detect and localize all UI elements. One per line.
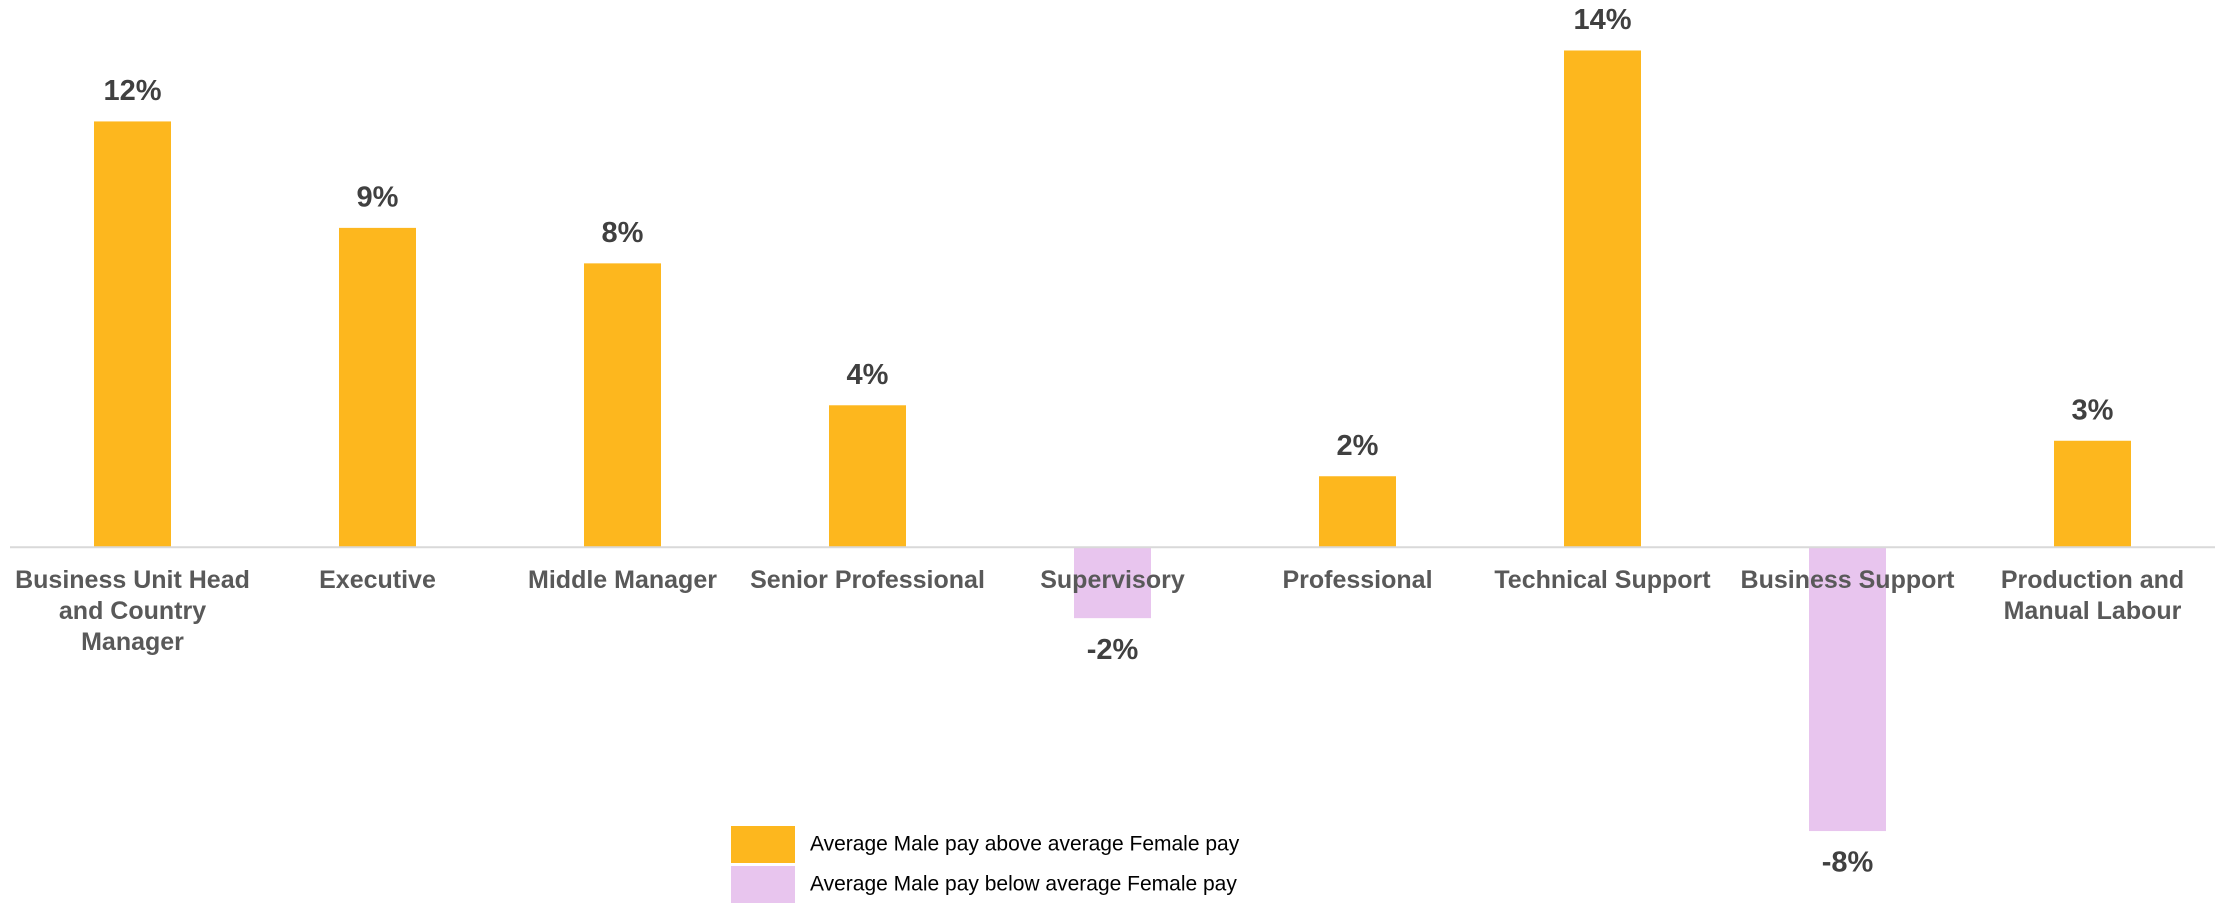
bar: [1074, 547, 1151, 619]
x-tick-label: Senior Professional: [750, 566, 985, 595]
bar: [2054, 440, 2131, 548]
x-tick-label: Supervisory: [1040, 566, 1185, 595]
legend-label: Average Male pay below average Female pa…: [810, 873, 1237, 896]
data-label: -2%: [1087, 634, 1139, 666]
data-label: -8%: [1822, 847, 1874, 879]
data-label: 4%: [847, 359, 889, 391]
x-tick-label: Executive: [319, 566, 436, 595]
bar: [339, 227, 416, 548]
bar: [1809, 547, 1886, 832]
data-label: 12%: [103, 75, 161, 107]
bar: [584, 263, 661, 548]
x-tick-label: Professional: [1282, 566, 1433, 595]
bar: [829, 405, 906, 548]
legend-label: Average Male pay above average Female pa…: [810, 833, 1240, 856]
x-tick-label: Technical Support: [1494, 566, 1711, 595]
data-label: 14%: [1573, 4, 1631, 36]
bar: [94, 121, 171, 548]
x-tick-label: Middle Manager: [528, 566, 717, 595]
data-label: 8%: [602, 217, 644, 249]
x-tick-label: Production and Manual Labour: [2000, 566, 2185, 626]
legend-swatch: [731, 826, 795, 863]
x-tick-label: Business Support: [1740, 566, 1955, 595]
x-tick-label: Business Unit Head and Country Manager: [15, 566, 250, 657]
bar: [1319, 476, 1396, 548]
bar: [1564, 50, 1641, 548]
data-label: 2%: [1337, 430, 1379, 462]
data-label: 9%: [357, 182, 399, 214]
data-label: 3%: [2072, 394, 2114, 426]
legend-swatch: [731, 866, 795, 903]
